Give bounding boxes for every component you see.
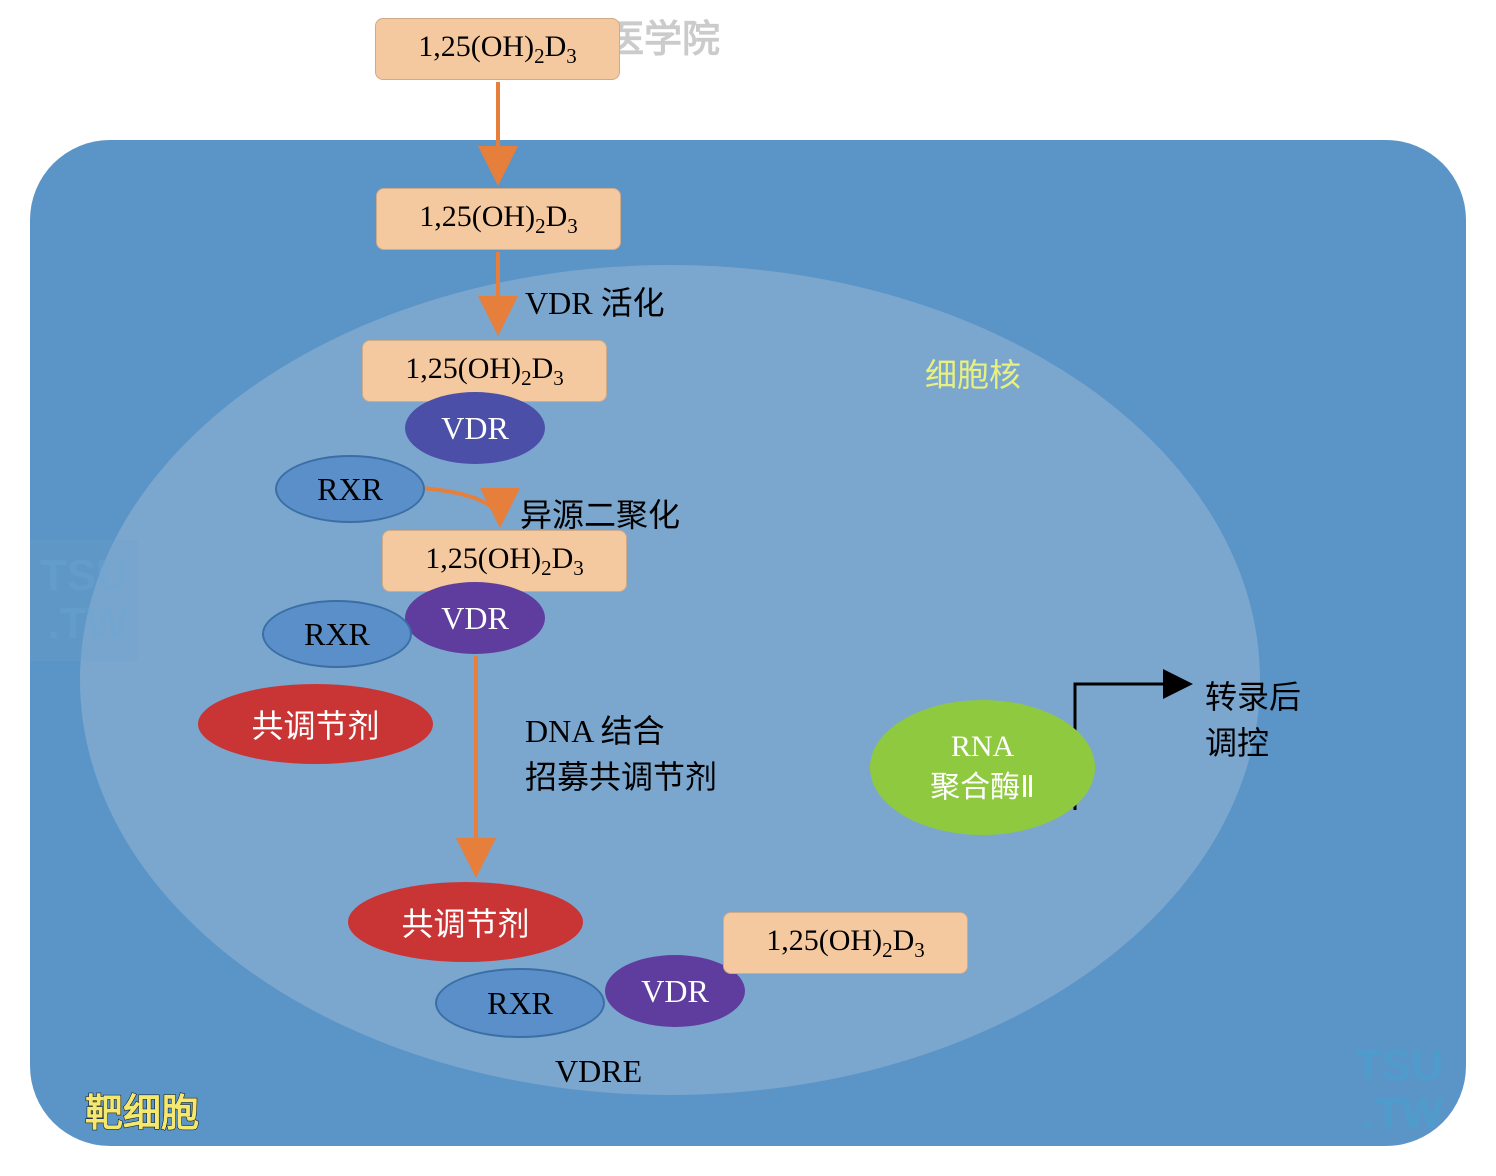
post-transcription-label-2: 调控 <box>1205 718 1269 764</box>
coregulator-ellipse-2: 共调节剂 <box>348 882 583 962</box>
recruit-coregulator-label: 招募共调节剂 <box>525 752 717 798</box>
nucleus-label: 细胞核 <box>925 350 1021 396</box>
vitamin-d-formula: 1,25(OH)2D3 <box>425 542 583 581</box>
target-cell-label: 靶细胞 <box>85 1082 199 1137</box>
rxr-ellipse-3: RXR <box>435 968 605 1038</box>
watermark-right: TSU .TW <box>1355 1042 1443 1139</box>
rxr-ellipse-1: RXR <box>275 455 425 523</box>
vitamin-d-formula: 1,25(OH)2D3 <box>419 200 577 239</box>
vitamin-d-formula: 1,25(OH)2D3 <box>405 352 563 391</box>
vitamin-d-formula: 1,25(OH)2D3 <box>766 924 924 963</box>
vitamin-d-box-5: 1,25(OH)2D3 <box>723 912 968 974</box>
dna-binding-label: DNA 结合 <box>525 706 665 752</box>
watermark-left: TSU .TW <box>30 540 138 661</box>
rna-pol-ellipse: RNA 聚合酶Ⅱ <box>870 700 1095 835</box>
diagram-canvas: 天山医学院 TSU .TW 1,25(OH)2D3 <box>0 0 1496 1176</box>
rxr-ellipse-2: RXR <box>262 600 412 668</box>
vitamin-d-formula: 1,25(OH)2D3 <box>418 30 576 69</box>
vdre-label: VDRE <box>555 1053 642 1090</box>
vitamin-d-box-1: 1,25(OH)2D3 <box>375 18 620 80</box>
vitamin-d-box-2: 1,25(OH)2D3 <box>376 188 621 250</box>
post-transcription-label-1: 转录后 <box>1205 672 1301 718</box>
coregulator-ellipse-1: 共调节剂 <box>198 684 433 764</box>
vdr-activation-label: VDR 活化 <box>525 278 665 324</box>
vdr-ellipse-2: VDR <box>405 582 545 654</box>
vitamin-d-box-4: 1,25(OH)2D3 <box>382 530 627 592</box>
vdr-ellipse-1: VDR <box>405 392 545 464</box>
